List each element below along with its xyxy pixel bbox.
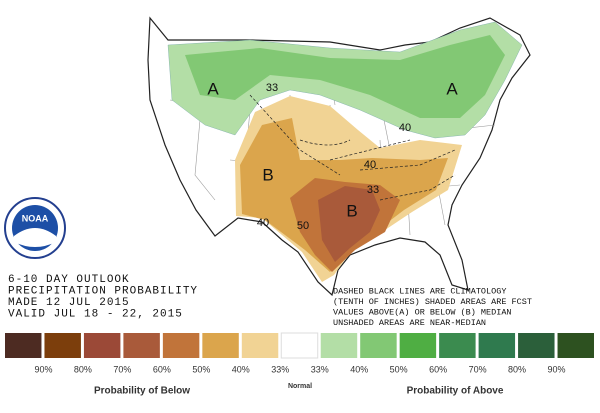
legend-swatch	[280, 332, 319, 359]
map-labels: A A B B 33 40 40 33 40 50	[207, 79, 458, 231]
map-label: 40	[399, 122, 411, 134]
legend-swatch	[162, 333, 200, 358]
logo-text: NOAA	[22, 213, 49, 223]
legend-swatch	[83, 333, 121, 358]
above-title: Probability of Above	[407, 386, 504, 397]
below-region-60	[318, 186, 380, 262]
note-line: UNSHADED AREAS ARE NEAR-MEDIAN	[333, 318, 486, 328]
title-line: 6-10 DAY OUTLOOK	[8, 274, 130, 286]
legend-swatch	[241, 333, 279, 358]
map-label: A	[207, 79, 219, 98]
legend-swatch	[360, 333, 397, 358]
legend-label: 60%	[429, 364, 447, 374]
legend-label: 90%	[548, 364, 566, 374]
legend-label: 40%	[350, 364, 368, 374]
title-line: PRECIPITATION PROBABILITY	[8, 285, 198, 297]
map-label: 40	[364, 159, 376, 171]
map-label: 50	[297, 220, 309, 232]
map: NOAA	[4, 16, 531, 297]
legend-swatch	[5, 333, 42, 358]
legend-swatch	[518, 333, 555, 358]
legend-label: 50%	[192, 364, 210, 374]
legend-label: 50%	[390, 364, 408, 374]
outlook-notes: DASHED BLACK LINES ARE CLIMATOLOGY(TENTH…	[333, 286, 532, 328]
legend-swatch	[557, 333, 594, 358]
below-title: Probability of Below	[94, 386, 190, 397]
legend-label: 60%	[153, 364, 171, 374]
map-label: 33	[367, 184, 379, 196]
normal-label: Normal	[288, 383, 312, 390]
legend-swatch	[202, 333, 239, 358]
legend-label: 70%	[113, 364, 131, 374]
title-line: MADE 12 JUL 2015	[8, 297, 130, 309]
above-region-40	[185, 35, 505, 118]
legend-swatch	[478, 333, 516, 358]
noaa-logo: NOAA	[4, 197, 66, 259]
map-label: B	[346, 201, 357, 220]
legend-swatch	[439, 333, 476, 358]
legend-label: 90%	[34, 364, 52, 374]
legend-swatch	[320, 333, 358, 358]
note-line: VALUES ABOVE(A) OR BELOW (B) MEDIAN	[333, 307, 512, 317]
legend-label: 40%	[232, 364, 250, 374]
legend-label: 33%	[271, 364, 289, 374]
legend-label: 80%	[508, 364, 526, 374]
map-label: 33	[266, 82, 278, 94]
climatology-lines	[249, 94, 456, 201]
legend-swatch	[123, 333, 160, 358]
note-line: (TENTH OF INCHES) SHADED AREAS ARE FCST	[333, 297, 532, 307]
map-label: B	[262, 165, 273, 184]
note-line: DASHED BLACK LINES ARE CLIMATOLOGY	[333, 286, 506, 296]
legend-swatch	[399, 333, 437, 358]
legend-swatch	[44, 333, 81, 358]
map-label: A	[446, 79, 458, 98]
legend-label: 33%	[311, 364, 329, 374]
title-line: VALID JUL 18 - 22, 2015	[8, 308, 183, 320]
map-label: 40	[257, 217, 269, 229]
legend-label: 70%	[469, 364, 487, 374]
legend: Probability of Below Normal Probability …	[5, 332, 594, 397]
legend-label: 80%	[74, 364, 92, 374]
